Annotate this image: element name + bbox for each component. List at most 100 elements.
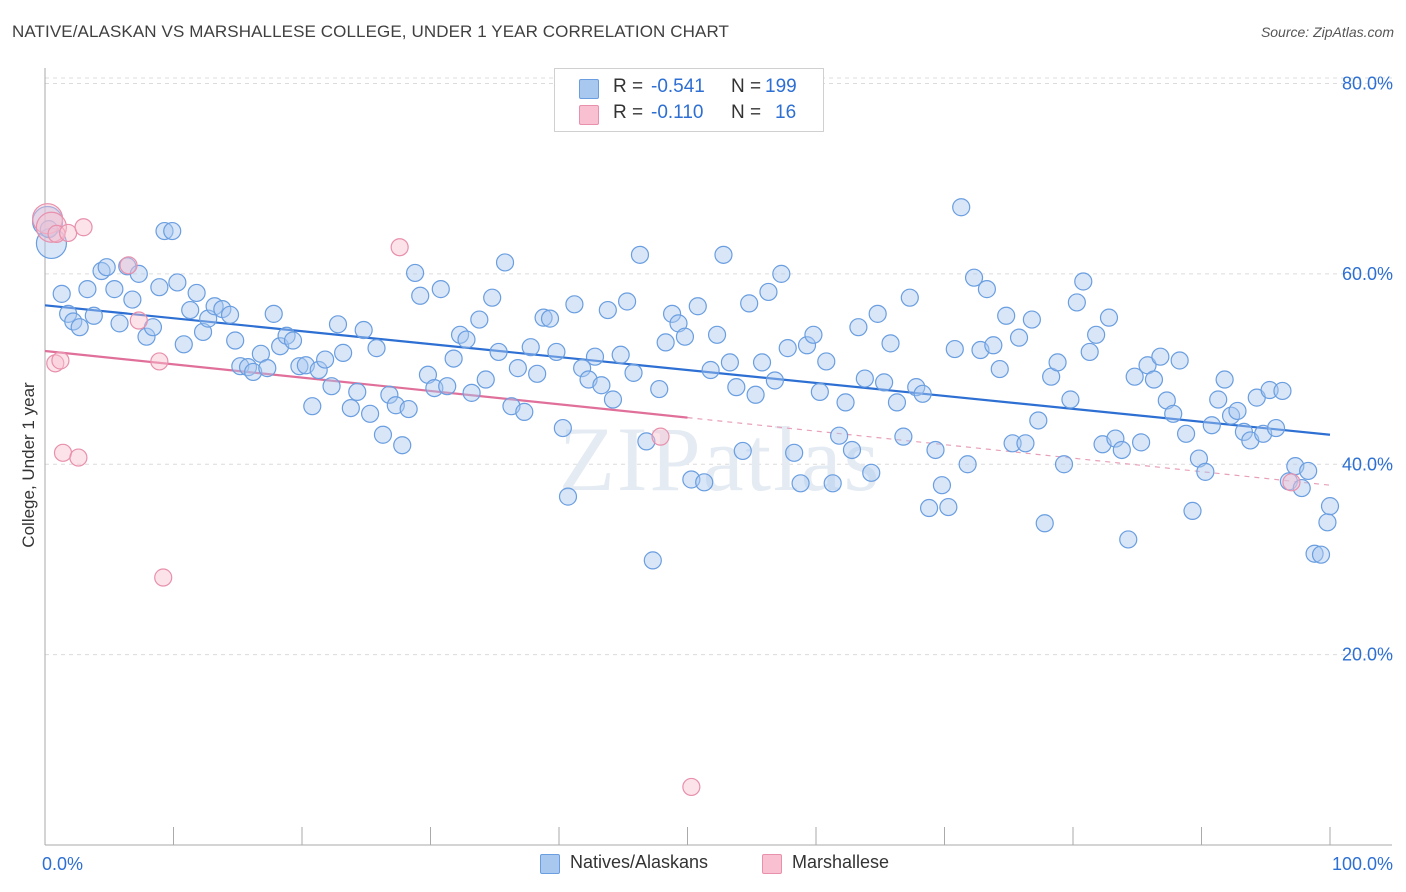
point-natives xyxy=(258,359,277,378)
point-natives xyxy=(70,318,89,337)
point-natives xyxy=(1273,381,1292,401)
point-marshallese xyxy=(651,427,670,446)
point-natives xyxy=(1183,501,1202,520)
point-natives xyxy=(875,373,894,392)
axes xyxy=(44,68,1392,846)
point-natives xyxy=(707,325,727,344)
point-natives xyxy=(303,397,322,416)
point-natives xyxy=(508,359,527,378)
y-tick-label: 60.0% xyxy=(1342,264,1393,284)
point-natives xyxy=(688,297,707,316)
point-natives xyxy=(367,339,386,358)
point-natives xyxy=(462,383,481,402)
source-label: Source: ZipAtlas.com xyxy=(1260,24,1394,40)
point-natives xyxy=(1035,514,1054,533)
point-natives xyxy=(907,378,926,397)
legend-swatch-marshallese xyxy=(762,854,782,874)
point-marshallese xyxy=(69,448,88,467)
point-natives xyxy=(1067,293,1086,312)
point-natives xyxy=(244,362,263,382)
point-natives xyxy=(78,280,97,299)
point-natives xyxy=(650,379,669,399)
point-natives xyxy=(226,331,245,350)
point-natives xyxy=(1228,401,1247,421)
point-natives xyxy=(830,426,849,445)
point-natives xyxy=(1196,462,1215,481)
point-marshallese xyxy=(390,238,409,257)
point-natives xyxy=(752,353,772,372)
legend-r-value: -0.110 xyxy=(651,102,704,123)
point-natives xyxy=(932,476,952,495)
point-natives xyxy=(1215,370,1234,389)
point-natives xyxy=(1099,308,1119,327)
point-natives xyxy=(862,463,881,482)
point-natives xyxy=(630,245,650,264)
point-natives xyxy=(1151,347,1170,366)
x-tick-label-end: 100.0% xyxy=(1332,854,1393,874)
point-natives xyxy=(361,404,380,423)
point-marshallese xyxy=(129,311,148,330)
point-natives xyxy=(1119,530,1138,549)
y-tick-label: 40.0% xyxy=(1342,454,1393,474)
point-marshallese xyxy=(53,443,73,462)
point-natives xyxy=(97,258,116,277)
point-natives xyxy=(393,436,412,455)
point-natives xyxy=(137,327,156,346)
point-marshallese xyxy=(46,354,65,373)
point-natives xyxy=(900,288,919,307)
point-natives xyxy=(444,349,463,368)
point-natives xyxy=(1003,434,1022,453)
point-natives xyxy=(168,273,187,292)
point-natives xyxy=(997,306,1016,325)
point-natives xyxy=(52,284,71,303)
point-natives xyxy=(528,364,547,383)
point-natives xyxy=(181,300,200,320)
point-natives xyxy=(174,335,193,354)
point-natives xyxy=(1132,433,1151,452)
point-natives xyxy=(547,342,566,362)
point-natives xyxy=(791,474,810,493)
legend-r-value: -0.541 xyxy=(651,76,705,97)
point-natives xyxy=(1016,434,1035,453)
point-natives xyxy=(1260,380,1279,400)
point-natives xyxy=(810,382,829,402)
point-natives xyxy=(1305,544,1324,563)
point-natives xyxy=(150,278,169,297)
legend-r-label: R = xyxy=(613,102,644,123)
point-natives xyxy=(656,333,675,352)
point-natives xyxy=(470,310,489,329)
legend-swatch-natives xyxy=(579,79,599,99)
point-natives xyxy=(105,280,124,299)
point-natives xyxy=(155,221,174,241)
point-natives xyxy=(411,286,430,305)
point-marshallese xyxy=(682,777,701,797)
point-natives xyxy=(495,253,515,272)
point-natives xyxy=(290,357,309,376)
point-natives xyxy=(534,308,553,327)
point-natives xyxy=(187,283,206,303)
point-natives xyxy=(1125,367,1144,386)
point-natives xyxy=(316,350,335,369)
point-natives xyxy=(894,427,913,446)
legend-n-value: 199 xyxy=(765,76,797,97)
y-tick-label: 80.0% xyxy=(1342,74,1393,94)
point-natives xyxy=(1048,353,1067,372)
x-tick-label-start: 0.0% xyxy=(42,854,83,874)
point-natives xyxy=(309,360,328,380)
point-natives xyxy=(380,385,399,404)
point-natives xyxy=(926,440,945,460)
point-natives xyxy=(675,327,695,346)
point-natives xyxy=(603,390,623,409)
point-natives xyxy=(84,306,103,325)
point-natives xyxy=(1170,351,1189,370)
point-natives xyxy=(283,331,303,350)
point-natives xyxy=(123,290,142,309)
point-natives xyxy=(720,353,740,372)
point-natives xyxy=(1080,342,1099,362)
point-natives xyxy=(1029,411,1048,430)
watermark: ZIPatlas xyxy=(559,408,882,510)
point-natives xyxy=(855,369,874,388)
point-natives xyxy=(328,315,348,334)
point-natives xyxy=(1311,545,1331,564)
